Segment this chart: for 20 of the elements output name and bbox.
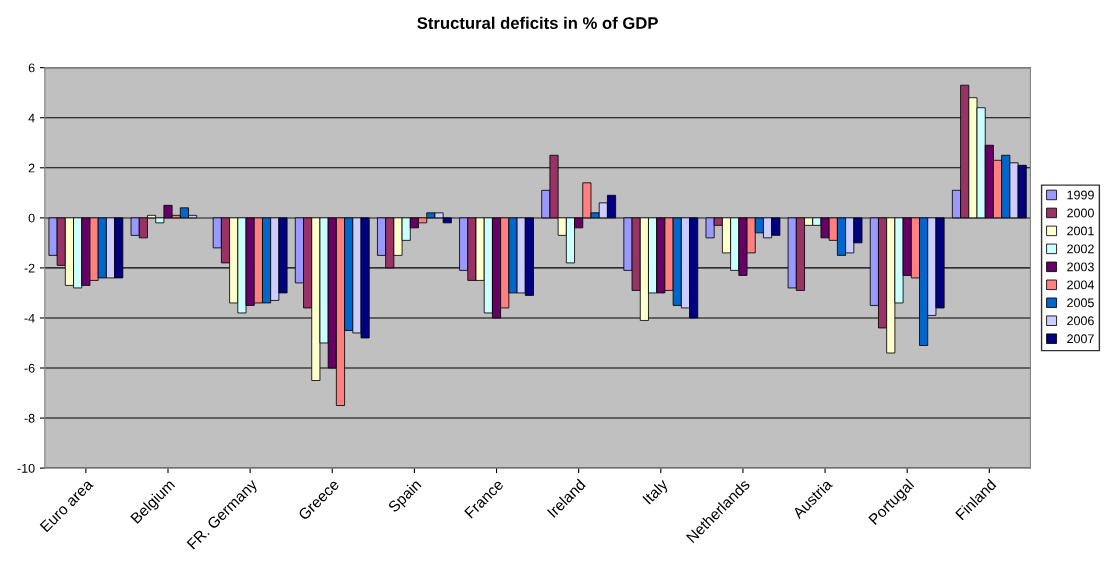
y-tick-label: 2 <box>28 163 35 173</box>
legend-label: 1999 <box>1067 190 1094 200</box>
legend-label: 2005 <box>1067 298 1094 308</box>
legend-label: 2003 <box>1067 262 1094 272</box>
legend-label: 2000 <box>1067 208 1094 218</box>
legend-label: 2001 <box>1067 226 1094 236</box>
y-tick-label: 6 <box>28 63 35 73</box>
y-tick-label: 0 <box>28 213 35 223</box>
legend-label: 2007 <box>1067 334 1094 344</box>
y-tick-label: -8 <box>24 413 35 423</box>
legend-label: 2002 <box>1067 244 1094 254</box>
chart-title: Structural deficits in % of GDP <box>417 16 658 29</box>
legend-label: 2004 <box>1067 280 1095 290</box>
x-tick-label: Italy <box>641 477 671 507</box>
y-tick-label: -4 <box>24 313 35 323</box>
y-tick-label: 4 <box>28 113 35 123</box>
y-tick-label: -6 <box>24 363 35 373</box>
y-tick-label: -10 <box>17 463 35 473</box>
legend-label: 2006 <box>1067 316 1094 326</box>
y-tick-label: -2 <box>24 263 35 273</box>
